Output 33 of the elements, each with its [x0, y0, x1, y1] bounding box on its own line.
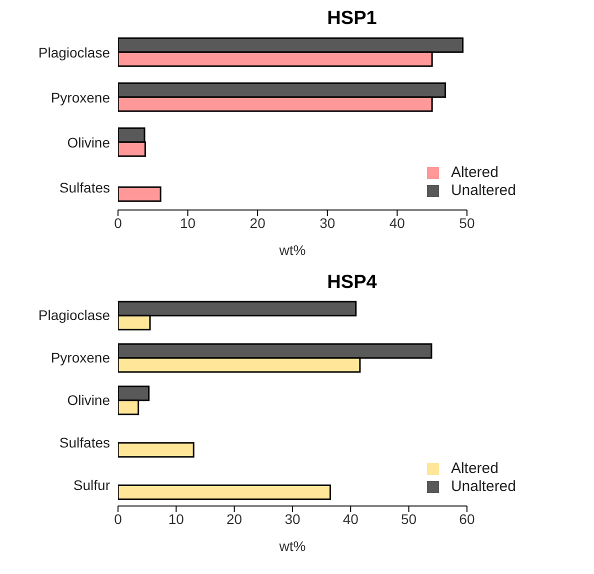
x-tick-label: 20 — [250, 214, 266, 231]
x-axis-title: wt% — [278, 538, 306, 554]
x-tick-label: 10 — [168, 510, 184, 527]
bar — [118, 484, 332, 500]
x-tick-label: 0 — [114, 214, 122, 231]
y-tick-label: Sulfates — [59, 179, 110, 196]
y-tick-label: Olivine — [67, 134, 110, 150]
x-tick-label: 30 — [320, 214, 336, 231]
y-tick-label: Pyroxene — [50, 89, 110, 106]
x-tick-label: 40 — [342, 510, 359, 527]
legend-label: Unaltered — [450, 478, 516, 495]
x-tick-label: 30 — [284, 510, 300, 527]
x-tick-label: 50 — [401, 510, 417, 527]
legend-label: Altered — [450, 460, 498, 477]
chart-title: HSP4 — [326, 272, 378, 294]
y-tick-label: Pyroxene — [50, 350, 110, 366]
x-axis-title: wt% — [278, 242, 306, 258]
y-tick-label: Plagioclase — [38, 44, 110, 60]
bar — [118, 442, 194, 458]
y-tick-label: Olivine — [67, 392, 110, 408]
y-tick-label: Sulfates — [59, 434, 110, 450]
bar — [118, 186, 162, 202]
chart-title: HSP1 — [326, 8, 378, 30]
x-tick-label: 0 — [114, 510, 122, 527]
y-tick-label: Sulfur — [73, 476, 110, 493]
x-tick-label: 50 — [459, 214, 475, 231]
x-tick-label: 40 — [389, 214, 406, 231]
legend-label: Unaltered — [450, 182, 516, 199]
x-tick-label: 20 — [226, 510, 242, 527]
x-tick-label: 60 — [459, 510, 475, 527]
x-tick-label: 10 — [180, 214, 196, 231]
y-tick-label: Plagioclase — [38, 307, 110, 324]
legend-label: Altered — [450, 164, 498, 181]
